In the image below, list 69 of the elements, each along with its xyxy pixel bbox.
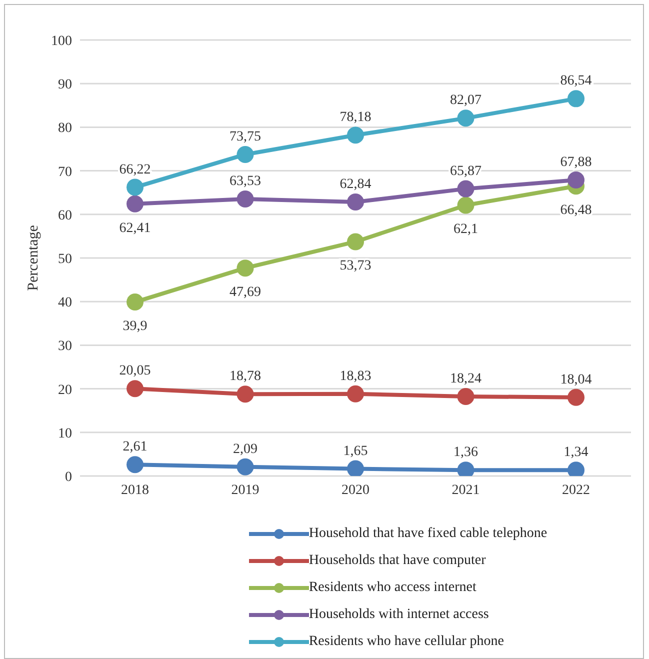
point (347, 460, 364, 476)
point (457, 180, 474, 198)
point (126, 294, 144, 311)
data-label: 62,41 (119, 220, 151, 236)
point (347, 385, 364, 402)
data-label: 73,75 (230, 129, 261, 144)
y-axis-title: Percentage (25, 224, 42, 291)
legend-label: Households with internet access (308, 607, 489, 623)
data-label: 82,07 (450, 93, 482, 108)
x-tick-label: 2020 (342, 482, 370, 498)
data-label: 1,36 (454, 445, 478, 460)
x-tick-label: 2021 (452, 482, 480, 498)
data-label: 86,54 (560, 74, 592, 89)
y-tick-label: 40 (58, 296, 72, 311)
y-tick-label: 70 (58, 164, 72, 180)
point (236, 146, 254, 163)
data-label: 18,83 (340, 368, 372, 384)
y-tick-label: 80 (58, 121, 72, 136)
point (457, 196, 474, 214)
data-label: 66,22 (119, 162, 151, 178)
data-label: 66,48 (560, 203, 592, 218)
y-tick-label: 90 (58, 78, 72, 93)
point (457, 110, 474, 127)
legend-label: Households that have computer (308, 553, 486, 569)
point (347, 194, 364, 211)
data-label: 18,78 (230, 369, 261, 384)
y-tick-label: 50 (58, 252, 72, 267)
data-label: 20,05 (119, 364, 151, 379)
point (126, 195, 144, 212)
x-tick-label: 2018 (121, 482, 149, 498)
data-label: 65,87 (450, 164, 482, 179)
y-tick-label: 20 (58, 382, 72, 398)
data-label: 2,09 (233, 442, 258, 457)
data-label: 67,88 (560, 155, 592, 170)
point (236, 386, 254, 403)
point (126, 178, 144, 196)
data-label: 63,53 (230, 174, 261, 190)
data-label: 18,24 (450, 371, 482, 386)
point (568, 172, 584, 189)
data-label: 1,65 (343, 444, 368, 459)
x-tick-label: 2022 (562, 482, 590, 498)
data-label: 39,9 (122, 319, 148, 334)
data-label: 1,34 (564, 445, 588, 460)
point (568, 90, 584, 108)
legend-label: Household that have fixed cable telephone (308, 526, 548, 542)
data-label: 62,84 (340, 177, 372, 192)
y-tick-label: 100 (51, 34, 72, 49)
y-tick-label: 60 (58, 208, 72, 224)
point (236, 458, 254, 476)
legend-label: Residents who access internet (308, 580, 476, 596)
data-label: 62,1 (454, 222, 478, 238)
y-tick-label: 10 (58, 426, 72, 442)
point (347, 233, 364, 250)
point (347, 126, 364, 144)
point (236, 190, 254, 208)
data-label: 18,04 (560, 372, 592, 388)
legend-label: Residents who have cellular phone (308, 634, 504, 650)
point (457, 388, 474, 405)
data-label: 2,61 (122, 440, 148, 455)
point (568, 388, 584, 406)
x-tick-label: 2019 (231, 482, 260, 498)
data-label: 47,69 (230, 285, 261, 300)
data-label: 78,18 (340, 110, 372, 126)
point (126, 380, 144, 398)
y-tick-label: 0 (65, 470, 72, 485)
point (236, 260, 254, 277)
point (126, 456, 144, 474)
y-tick-label: 30 (58, 339, 72, 354)
data-label: 53,73 (340, 258, 372, 274)
